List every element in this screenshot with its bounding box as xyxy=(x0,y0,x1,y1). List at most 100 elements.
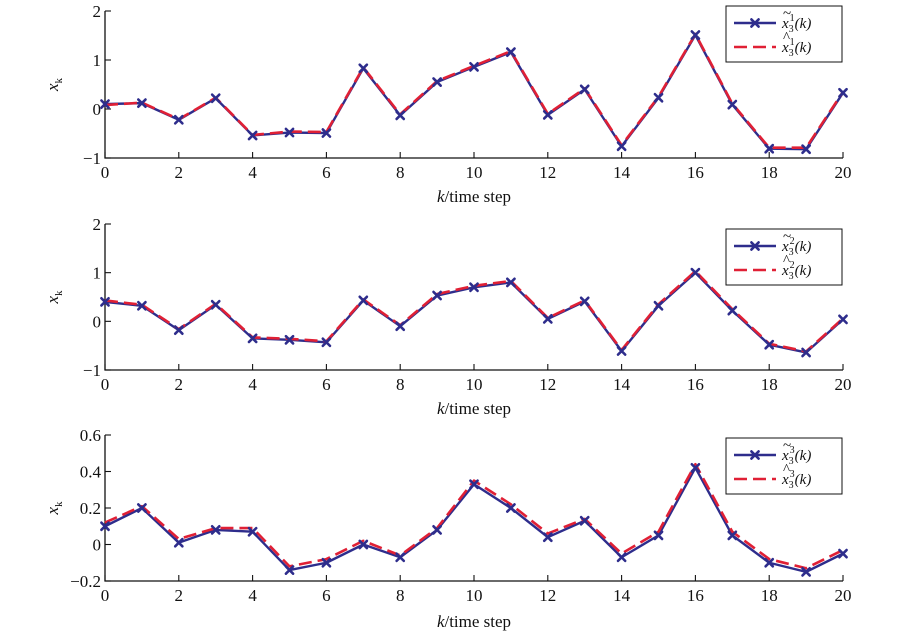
x-tick-label: 8 xyxy=(396,375,405,394)
data-point xyxy=(506,277,516,288)
data-point xyxy=(321,128,332,138)
legend-accent: ~ xyxy=(783,6,791,22)
data-point xyxy=(210,93,221,104)
legend-accent: ~ xyxy=(783,229,791,245)
data-point xyxy=(395,110,406,121)
x-tick-label: 10 xyxy=(466,375,483,394)
x-tick-label: 12 xyxy=(539,163,556,182)
x-tick-label: 2 xyxy=(175,586,184,605)
legend-marker xyxy=(750,450,760,460)
legend: x2 3(k)~x2 3(k)^ xyxy=(725,228,843,286)
x-tick-label: 18 xyxy=(761,586,778,605)
y-tick-label: 0.4 xyxy=(80,463,102,482)
x-tick-label: 20 xyxy=(835,586,852,605)
legend-entry-1: x2 3(k) xyxy=(781,236,811,258)
x-axis-label: k/time step xyxy=(437,612,511,631)
x-tick-label: 4 xyxy=(248,375,257,394)
x-tick-label: 10 xyxy=(466,163,483,182)
y-tick-label: 1 xyxy=(93,264,102,283)
y-tick-label: 0 xyxy=(93,536,102,555)
subplot-3: 0 2 4 6 8 10 12 14 16 18 20−0.200.20.40.6k/time st… xyxy=(43,426,852,631)
data-point xyxy=(137,503,147,513)
x-tick-label: 4 xyxy=(248,586,257,605)
legend: x1 3(k)~x1 3(k)^ xyxy=(725,5,843,63)
data-point xyxy=(358,295,369,306)
data-point xyxy=(579,296,590,307)
x-tick-label: 8 xyxy=(396,586,405,605)
data-point xyxy=(616,141,627,152)
x-tick-label: 12 xyxy=(539,375,556,394)
x-tick-label: 16 xyxy=(687,163,704,182)
y-tick-label: 0 xyxy=(93,312,102,331)
data-point xyxy=(358,539,369,550)
data-point xyxy=(210,525,221,535)
data-point xyxy=(173,325,184,335)
x-tick-label: 16 xyxy=(687,586,704,605)
x-tick-label: 0 xyxy=(101,586,110,605)
data-point xyxy=(247,526,258,537)
x-tick-label: 16 xyxy=(687,375,704,394)
data-point xyxy=(284,127,295,138)
x-tick-label: 18 xyxy=(761,163,778,182)
x-tick-label: 18 xyxy=(761,375,778,394)
x-axis-label: k/time step xyxy=(437,187,511,206)
data-point xyxy=(653,92,664,103)
data-point xyxy=(801,566,811,577)
data-point xyxy=(173,114,184,125)
data-point xyxy=(542,314,553,324)
data-point xyxy=(616,552,627,563)
data-point xyxy=(838,314,848,325)
legend-accent: ^ xyxy=(783,462,790,478)
data-point xyxy=(358,63,369,74)
x-tick-label: 0 xyxy=(101,163,110,182)
y-axis-label: xk xyxy=(43,290,65,305)
data-point xyxy=(247,130,258,141)
data-point xyxy=(432,77,442,87)
data-point xyxy=(210,299,221,310)
series-line-2 xyxy=(104,269,844,353)
legend-entry-2: x2 3(k) xyxy=(781,260,811,282)
legend-marker xyxy=(750,241,760,251)
data-point xyxy=(764,143,775,154)
data-point xyxy=(395,552,406,563)
data-point xyxy=(432,290,442,301)
y-tick-label: 2 xyxy=(93,2,102,21)
legend-box xyxy=(725,5,843,63)
data-point xyxy=(579,84,590,95)
legend-entry-1: x1 3(k) xyxy=(781,13,811,35)
data-point xyxy=(764,557,775,568)
data-point xyxy=(690,30,701,40)
data-point xyxy=(690,267,701,278)
x-tick-label: 12 xyxy=(539,586,556,605)
y-tick-label: 0.6 xyxy=(80,426,101,445)
x-tick-label: 4 xyxy=(248,163,257,182)
data-point xyxy=(284,334,295,345)
legend: x3 3(k)~x3 3(k)^ xyxy=(725,437,843,495)
data-point xyxy=(542,109,553,120)
x-axis-label: k/time step xyxy=(437,399,511,418)
legend-box xyxy=(725,437,843,495)
data-point xyxy=(321,337,332,348)
data-point xyxy=(653,530,664,541)
y-tick-label: 2 xyxy=(93,215,102,234)
y-axis-label: xk xyxy=(43,77,65,92)
legend-box xyxy=(725,228,843,286)
series-line-2 xyxy=(104,462,844,570)
x-tick-label: 14 xyxy=(613,163,631,182)
x-tick-label: 14 xyxy=(613,375,631,394)
legend-accent: ^ xyxy=(783,253,790,269)
x-tick-label: 14 xyxy=(613,586,631,605)
data-point xyxy=(432,525,442,535)
legend-entry-1: x3 3(k) xyxy=(781,445,811,467)
data-point xyxy=(173,537,184,548)
data-point xyxy=(321,557,332,568)
x-tick-label: 10 xyxy=(466,586,483,605)
data-point xyxy=(100,521,110,532)
legend-accent: ~ xyxy=(783,438,791,454)
data-point xyxy=(137,98,147,109)
y-tick-label: 0.2 xyxy=(80,499,101,518)
x-tick-label: 6 xyxy=(322,375,331,394)
